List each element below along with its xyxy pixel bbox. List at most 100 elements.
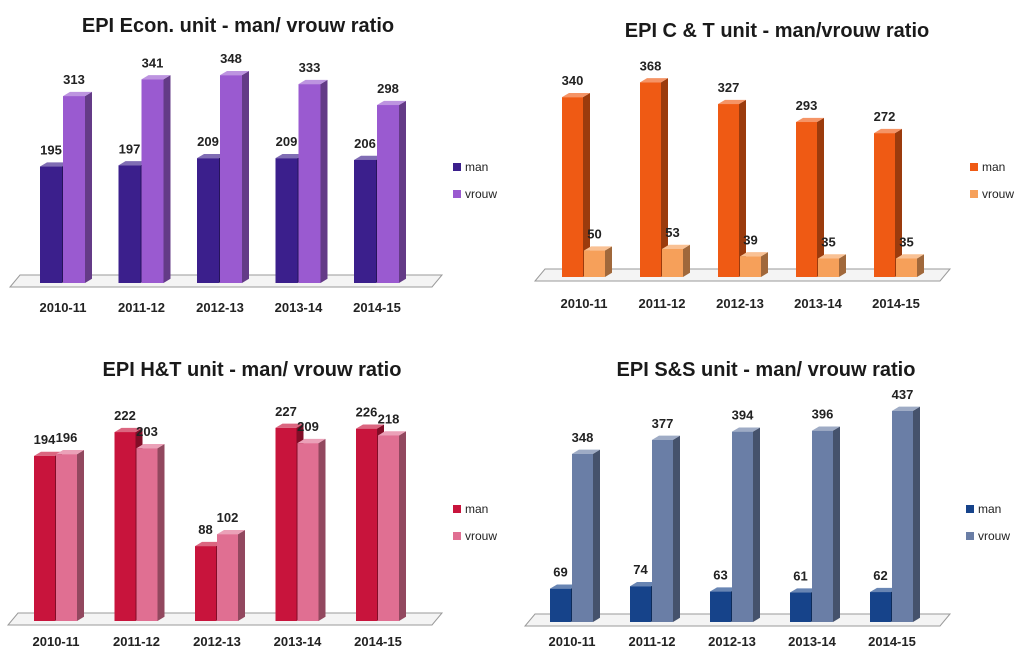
bar-top	[796, 117, 824, 123]
legend-label: vrouw	[978, 529, 1010, 543]
data-label: 35	[821, 234, 835, 249]
bar-vrouw-2011-12	[136, 444, 165, 621]
legend-label: man	[465, 502, 488, 516]
bar-top	[354, 155, 383, 160]
bar-man-2014-15	[874, 128, 902, 277]
bar-front	[298, 84, 321, 283]
bar-top	[40, 162, 69, 167]
bar-top	[217, 529, 245, 535]
bar-top	[740, 252, 768, 257]
data-label: 298	[377, 81, 399, 96]
bar-vrouw-2012-13	[220, 70, 249, 284]
bar-top	[652, 435, 680, 440]
bar-top	[718, 99, 746, 105]
data-label: 377	[652, 416, 674, 431]
data-label: 209	[197, 134, 219, 149]
bar-top	[584, 246, 612, 251]
bar-vrouw-2013-14	[812, 426, 840, 622]
bar-top	[732, 427, 760, 432]
data-label: 340	[562, 73, 584, 88]
bar-front	[640, 82, 661, 277]
bar-top	[298, 79, 328, 85]
bar-front	[356, 428, 377, 621]
bar-front	[114, 432, 136, 621]
bar-side	[917, 254, 924, 277]
bar-side	[318, 438, 326, 621]
bar-front	[40, 166, 62, 283]
bar-top	[572, 449, 600, 454]
bar-side	[399, 100, 406, 283]
bar-top	[896, 254, 924, 259]
bar-front	[63, 96, 85, 283]
category-label: 2011-12	[629, 634, 676, 649]
data-label: 206	[354, 136, 376, 151]
category-label: 2010-11	[33, 634, 80, 649]
bar-front	[732, 431, 753, 622]
bar-top	[790, 588, 818, 593]
bar-top	[550, 584, 578, 589]
bar-vrouw-2010-11	[56, 449, 84, 621]
category-label: 2011-12	[118, 300, 165, 315]
legend: man vrouw	[453, 160, 497, 201]
bar-top	[874, 128, 902, 134]
data-label: 39	[743, 232, 757, 247]
bar-vrouw-2014-15	[892, 406, 920, 622]
category-label: 2014-15	[868, 634, 916, 649]
bar-front	[874, 133, 895, 277]
bar-vrouw-2013-14	[298, 79, 328, 283]
category-label: 2010-11	[40, 300, 87, 315]
data-label: 226	[356, 405, 378, 420]
bar-side	[157, 444, 165, 621]
bar-side	[238, 529, 245, 621]
legend-label: man	[982, 160, 1005, 174]
category-label: 2010-11	[549, 634, 596, 649]
bar-side	[817, 117, 824, 277]
bar-front	[118, 165, 141, 283]
bar-front	[892, 410, 913, 622]
category-label: 2011-12	[639, 296, 686, 311]
category-label: 2012-13	[708, 634, 756, 649]
bar-man-2013-14	[796, 117, 824, 277]
bar-side	[753, 427, 760, 622]
bar-side	[605, 246, 612, 277]
bar-side	[583, 92, 590, 278]
data-label: 341	[142, 55, 164, 70]
bar-top	[870, 587, 898, 593]
data-label: 327	[718, 80, 740, 95]
bar-front	[718, 104, 739, 277]
data-label: 209	[297, 419, 319, 434]
category-label: 2013-14	[275, 300, 323, 315]
bar-side	[320, 79, 328, 283]
bar-side	[242, 70, 249, 283]
bar-front	[790, 592, 811, 622]
bar-top	[812, 426, 840, 431]
bar-top	[562, 92, 590, 98]
data-label: 35	[899, 234, 913, 249]
chart-title: EPI Econ. unit - man/ vrouw ratio	[82, 15, 394, 37]
legend-label: man	[465, 160, 488, 174]
bar-side	[839, 254, 846, 277]
bar-vrouw-2010-11	[572, 449, 600, 622]
data-label: 50	[587, 227, 601, 242]
data-label: 74	[633, 562, 648, 577]
data-label: 333	[299, 60, 321, 75]
chart-1: EPI Econ. unit - man/ vrouw ratio 195 313 2…	[8, 15, 497, 315]
data-label: 203	[136, 424, 158, 439]
legend-swatch	[970, 190, 978, 198]
legend-label: man	[978, 502, 1001, 516]
bar-front	[34, 455, 55, 621]
bar-front	[584, 250, 605, 277]
bar-side	[661, 78, 668, 277]
bar-side	[85, 91, 92, 283]
bar-front	[572, 453, 593, 622]
bar-top	[275, 153, 305, 159]
data-label: 53	[665, 225, 679, 240]
bar-front	[136, 448, 158, 621]
data-label: 196	[56, 430, 78, 445]
data-label: 394	[732, 408, 754, 423]
bar-vrouw-2012-13	[217, 529, 245, 621]
chart-title: EPI C & T unit - man/vrouw ratio	[625, 20, 929, 42]
bar-top	[56, 449, 84, 455]
bar-vrouw-2014-15	[378, 431, 406, 621]
data-label: 102	[217, 510, 239, 525]
